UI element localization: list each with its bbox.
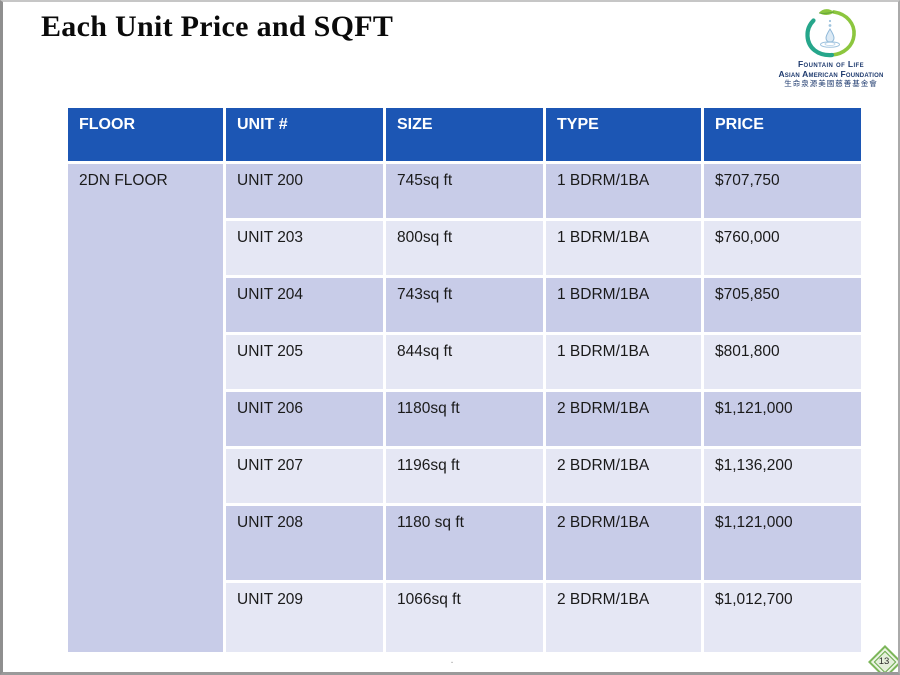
floor-cell: 2DN FLOOR — [65, 161, 226, 655]
table-header-row: FLOOR UNIT # SIZE TYPE PRICE — [65, 105, 864, 164]
page-title: Each Unit Price and SQFT — [41, 10, 394, 43]
price-cell: $1,121,000 — [701, 389, 864, 449]
col-header-floor: FLOOR — [65, 105, 226, 164]
fountain-of-life-logo-icon — [748, 7, 898, 59]
size-cell: 800sq ft — [383, 218, 546, 278]
price-cell: $707,750 — [701, 161, 864, 221]
table-row: UNIT 203 800sq ft 1 BDRM/1BA $760,000 — [67, 218, 864, 278]
type-cell: 2 BDRM/1BA — [543, 389, 704, 449]
type-cell: 2 BDRM/1BA — [543, 580, 704, 655]
unit-cell: UNIT 206 — [223, 389, 386, 449]
unit-cell: UNIT 204 — [223, 275, 386, 335]
logo-text-chinese: 生命泉源美國慈善基金會 — [784, 79, 878, 88]
table-row: UNIT 208 1180 sq ft 2 BDRM/1BA $1,121,00… — [67, 503, 864, 583]
price-cell: $1,121,000 — [701, 503, 864, 583]
unit-cell: UNIT 205 — [223, 332, 386, 392]
unit-cell: UNIT 207 — [223, 446, 386, 506]
unit-cell: UNIT 203 — [223, 218, 386, 278]
page-number-badge: 13 — [868, 645, 898, 672]
type-cell: 2 BDRM/1BA — [543, 446, 704, 506]
foundation-logo: Fountain of Life Asian American Foundati… — [748, 7, 898, 88]
table-row: UNIT 207 1196sq ft 2 BDRM/1BA $1,136,200 — [67, 446, 864, 506]
price-cell: $1,012,700 — [701, 580, 864, 655]
logo-text-line2: Asian American Foundation — [778, 69, 884, 79]
price-cell: $760,000 — [701, 218, 864, 278]
logo-text-line1: Fountain of Life — [797, 59, 865, 69]
table-row: UNIT 205 844sq ft 1 BDRM/1BA $801,800 — [67, 332, 864, 392]
price-cell: $801,800 — [701, 332, 864, 392]
type-cell: 1 BDRM/1BA — [543, 161, 704, 221]
unit-price-table: FLOOR UNIT # SIZE TYPE PRICE 2DN FLOOR U… — [65, 105, 864, 655]
col-header-type: TYPE — [543, 105, 704, 164]
col-header-size: SIZE — [383, 105, 546, 164]
type-cell: 2 BDRM/1BA — [543, 503, 704, 583]
type-cell: 1 BDRM/1BA — [543, 218, 704, 278]
size-cell: 844sq ft — [383, 332, 546, 392]
table-row: UNIT 206 1180sq ft 2 BDRM/1BA $1,121,000 — [67, 389, 864, 449]
size-cell: 1180 sq ft — [383, 503, 546, 583]
price-cell: $705,850 — [701, 275, 864, 335]
footer-dot: . — [450, 654, 454, 666]
unit-cell: UNIT 200 — [223, 161, 386, 221]
type-cell: 1 BDRM/1BA — [543, 275, 704, 335]
col-header-price: PRICE — [701, 105, 864, 164]
col-header-unit: UNIT # — [223, 105, 386, 164]
price-cell: $1,136,200 — [701, 446, 864, 506]
size-cell: 743sq ft — [383, 275, 546, 335]
unit-cell: UNIT 209 — [223, 580, 386, 655]
table-row: UNIT 204 743sq ft 1 BDRM/1BA $705,850 — [67, 275, 864, 335]
type-cell: 1 BDRM/1BA — [543, 332, 704, 392]
size-cell: 1196sq ft — [383, 446, 546, 506]
size-cell: 745sq ft — [383, 161, 546, 221]
unit-cell: UNIT 208 — [223, 503, 386, 583]
size-cell: 1066sq ft — [383, 580, 546, 655]
page-number: 13 — [878, 656, 890, 667]
table-row: UNIT 209 1066sq ft 2 BDRM/1BA $1,012,700 — [67, 580, 864, 655]
table-row: 2DN FLOOR UNIT 200 745sq ft 1 BDRM/1BA $… — [65, 161, 864, 655]
size-cell: 1180sq ft — [383, 389, 546, 449]
